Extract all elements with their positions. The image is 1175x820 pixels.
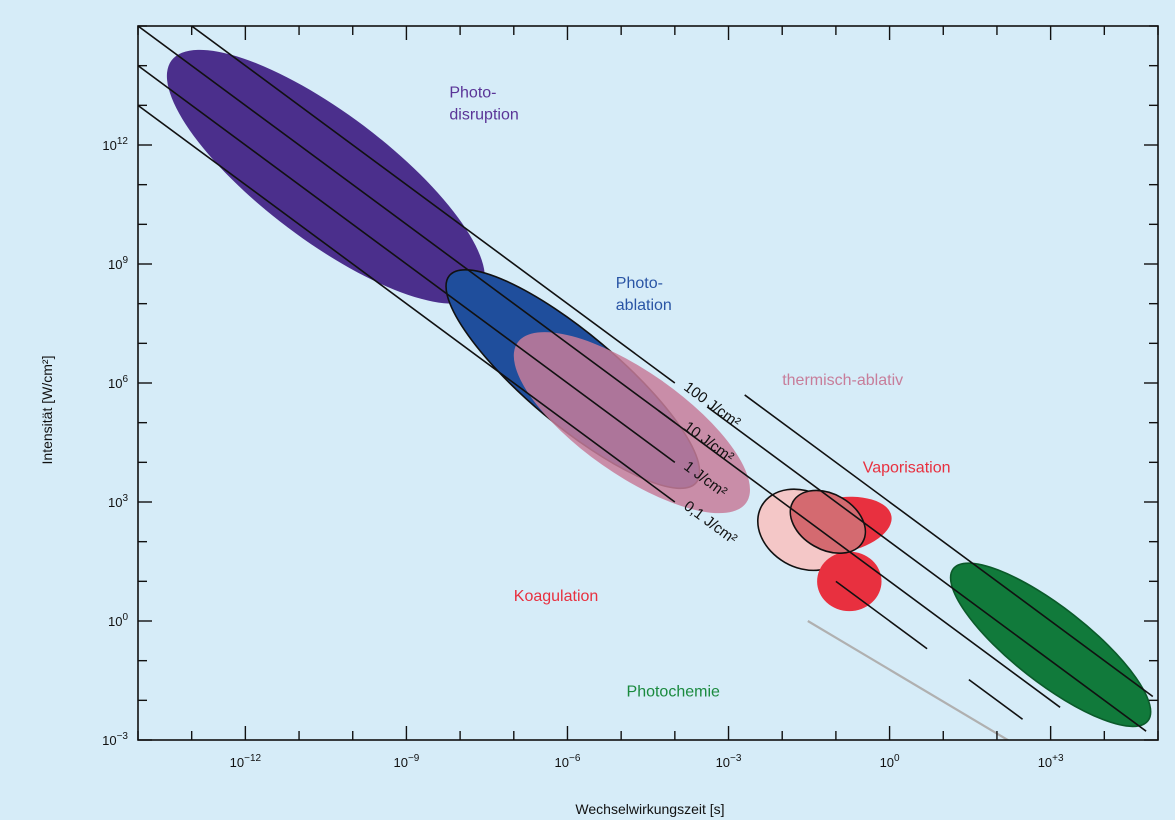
region-label-7: Photochemie [627, 683, 720, 700]
x-axis-title: Wechselwirkungszeit [s] [575, 801, 724, 817]
region-label-3: Vaporisation [863, 459, 951, 476]
y-axis-title: Intensität [W/cm²] [39, 356, 55, 465]
region-label-2: thermisch-ablativ [782, 372, 903, 389]
region-ellipse-5 [817, 552, 881, 612]
region-label-4: Koagulation [514, 588, 599, 605]
